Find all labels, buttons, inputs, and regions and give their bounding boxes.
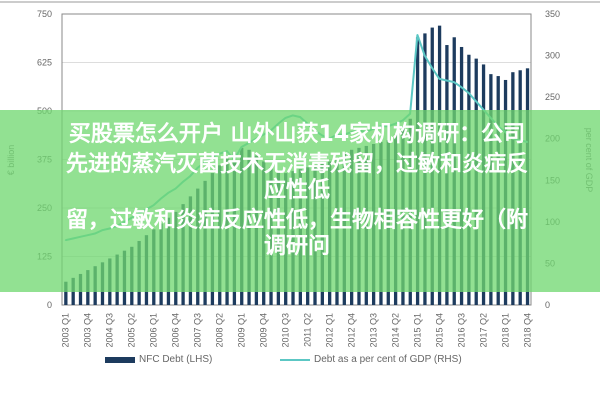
x-tick-label: 2006 Q4	[171, 313, 181, 348]
x-tick-label: 2012 Q4	[346, 313, 356, 348]
x-tick-label: 2003 Q4	[83, 313, 93, 348]
legend-bar-swatch	[105, 356, 135, 363]
y-left-tick-label: 0	[47, 300, 52, 310]
x-tick-label: 2010 Q3	[281, 313, 291, 348]
x-tick-label: 2009 Q1	[237, 313, 247, 348]
line-point	[445, 79, 448, 82]
x-tick-label: 2015 Q4	[434, 313, 444, 348]
y-left-tick-label: 625	[37, 58, 52, 68]
y-right-tick-label: 250	[545, 92, 560, 102]
headline-text-block: 买股票怎么开户 山外山获14家机构调研：公司 先进的蒸汽灭菌技术无消毒残留，过敏…	[66, 122, 528, 260]
x-tick-label: 2017 Q2	[478, 313, 488, 348]
x-tick-label: 2012 Q1	[324, 313, 334, 348]
x-tick-label: 2018 Q4	[522, 313, 532, 348]
legend-label: NFC Debt (LHS)	[139, 354, 213, 365]
x-tick-label: 2016 Q3	[456, 313, 466, 348]
x-tick-label: 2006 Q1	[149, 313, 159, 348]
x-tick-label: 2007 Q3	[193, 313, 203, 348]
y-left-tick-label: 750	[37, 9, 52, 19]
x-tick-label: 2015 Q1	[412, 313, 422, 348]
headline-overlay: 买股票怎么开户 山外山获14家机构调研：公司 先进的蒸汽灭菌技术无消毒残留，过敏…	[0, 110, 600, 292]
x-tick-label: 2013 Q3	[368, 313, 378, 348]
line-point	[475, 100, 477, 103]
legend-label: Debt as a per cent of GDP (RHS)	[314, 354, 462, 365]
x-tick-label: 2011 Q2	[302, 313, 312, 347]
headline-line-3: 留，过敏和炎症反应性低，生物相容性更好（附调研问	[66, 208, 529, 259]
line-point	[467, 92, 470, 94]
legend-item-nfc-debt: NFC Debt (LHS)	[105, 354, 212, 365]
x-tick-label: 2009 Q4	[259, 313, 269, 348]
y-right-tick-label: 0	[545, 300, 550, 310]
line-point	[416, 33, 419, 36]
line-point	[438, 78, 441, 80]
legend-item-debt-gdp: Debt as a per cent of GDP (RHS)	[280, 354, 462, 365]
line-point	[460, 86, 463, 88]
x-tick-label: 2018 Q1	[500, 313, 510, 348]
x-tick-label: 2004 Q3	[105, 313, 115, 348]
line-point	[423, 54, 426, 57]
headline-line-1: 买股票怎么开户 山外山获14家机构调研：公司	[68, 122, 526, 147]
legend-line-swatch	[280, 358, 310, 361]
x-tick-label: 2008 Q2	[215, 313, 225, 348]
headline-line-2: 先进的蒸汽灭菌技术无消毒残留，过敏和炎症反应性低	[66, 152, 529, 203]
x-tick-label: 2005 Q2	[127, 313, 137, 348]
y-right-tick-label: 300	[545, 51, 560, 61]
line-point	[431, 67, 433, 69]
bar	[64, 281, 68, 305]
x-tick-label: 2014 Q2	[390, 313, 400, 348]
line-point	[453, 81, 455, 83]
y-right-tick-label: 350	[545, 9, 560, 19]
x-tick-label: 2003 Q1	[61, 313, 71, 348]
